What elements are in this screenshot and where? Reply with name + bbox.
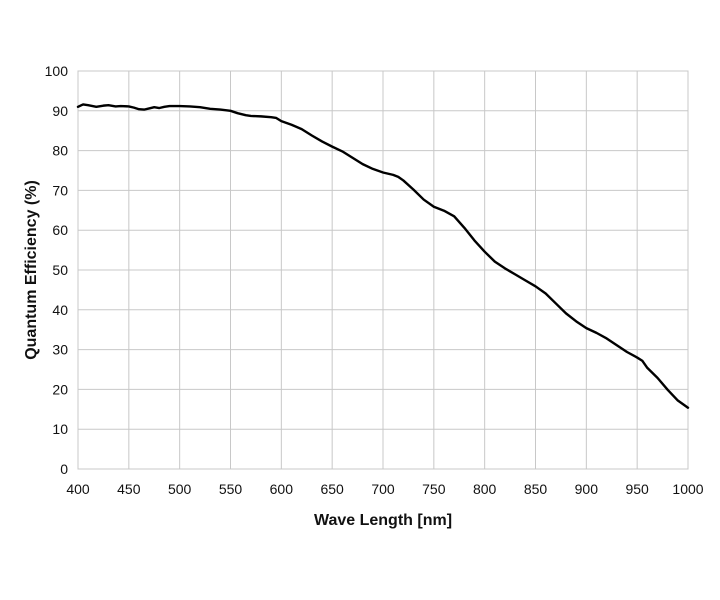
x-tick-label: 650: [320, 481, 344, 497]
x-tick-label: 600: [270, 481, 294, 497]
y-tick-label: 80: [52, 143, 68, 159]
x-tick-label: 550: [219, 481, 243, 497]
x-tick-label: 450: [117, 481, 141, 497]
y-tick-label: 50: [52, 262, 68, 278]
series-line-quantum-efficiency: [76, 103, 690, 409]
x-tick-label: 700: [371, 481, 395, 497]
x-axis-title: Wave Length [nm]: [314, 512, 452, 529]
y-tick-label: 30: [52, 342, 68, 358]
y-tick-label: 20: [52, 381, 68, 397]
y-axis-title: Quantum Efficiency (%): [23, 180, 40, 360]
x-tick-label: 500: [168, 481, 192, 497]
plot-frame: [77, 70, 689, 470]
x-tick-label: 950: [625, 481, 649, 497]
x-tick-label: 850: [524, 481, 548, 497]
x-tick-label: 750: [422, 481, 446, 497]
y-tick-label: 70: [52, 182, 68, 198]
y-tick-label: 60: [52, 222, 68, 238]
y-tick-label: 100: [45, 63, 69, 79]
y-axis-ticks: 0 10 20 30 40 50 60 70 80 90 100: [45, 63, 69, 477]
x-axis-ticks: 400 450 500 550 600 650 700 750 800 850 900 950 1000: [66, 481, 703, 497]
x-tick-label: 900: [575, 481, 599, 497]
y-tick-label: 0: [60, 461, 68, 477]
x-tick-label: 400: [66, 481, 90, 497]
x-tick-label: 800: [473, 481, 497, 497]
x-tick-label: 1000: [672, 481, 703, 497]
y-tick-label: 40: [52, 302, 68, 318]
y-tick-label: 10: [52, 421, 68, 437]
y-tick-label: 90: [52, 103, 68, 119]
